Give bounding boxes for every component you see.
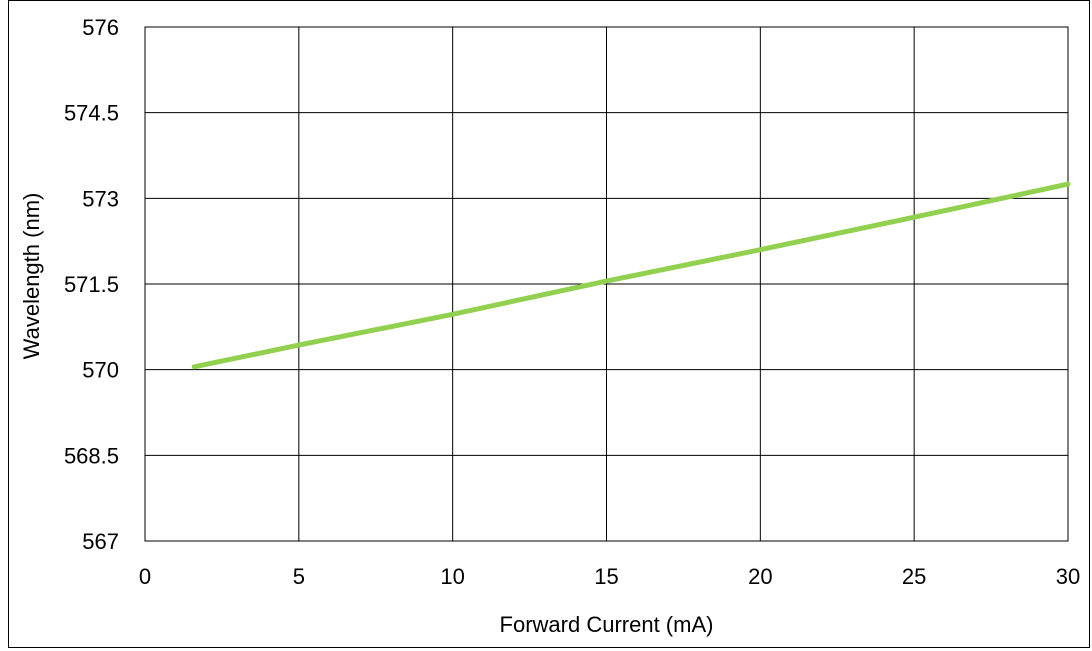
x-tick-label: 30	[1056, 564, 1080, 589]
x-tick-label: 20	[748, 564, 772, 589]
y-axis-title: Wavelength (nm)	[19, 193, 44, 360]
y-tick-label: 576	[82, 15, 119, 40]
y-tick-label: 574.5	[64, 101, 119, 126]
series-group	[191, 181, 1071, 370]
y-tick-label: 573	[82, 186, 119, 211]
x-tick-label: 0	[139, 564, 151, 589]
x-axis-ticks: 0 5 10 15 20 25 30	[139, 564, 1080, 589]
x-tick-label: 25	[902, 564, 926, 589]
x-tick-label: 15	[594, 564, 618, 589]
y-tick-label: 570	[82, 358, 119, 383]
y-tick-label: 571.5	[64, 272, 119, 297]
x-axis-title: Forward Current (mA)	[500, 612, 714, 637]
x-tick-label: 10	[440, 564, 464, 589]
y-tick-label: 568.5	[64, 443, 119, 468]
plot-area	[144, 26, 1069, 542]
series-line-0	[191, 181, 1071, 370]
chart-frame	[8, 0, 1090, 648]
y-tick-label: 567	[82, 529, 119, 554]
x-tick-label: 5	[293, 564, 305, 589]
grid-lines	[144, 26, 1069, 542]
y-axis-ticks: 567 568.5 570 571.5 573 574.5 576	[64, 15, 119, 554]
